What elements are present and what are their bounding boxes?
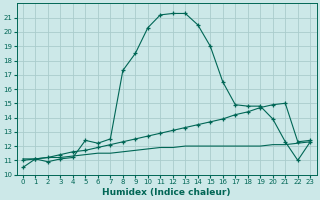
- X-axis label: Humidex (Indice chaleur): Humidex (Indice chaleur): [102, 188, 231, 197]
